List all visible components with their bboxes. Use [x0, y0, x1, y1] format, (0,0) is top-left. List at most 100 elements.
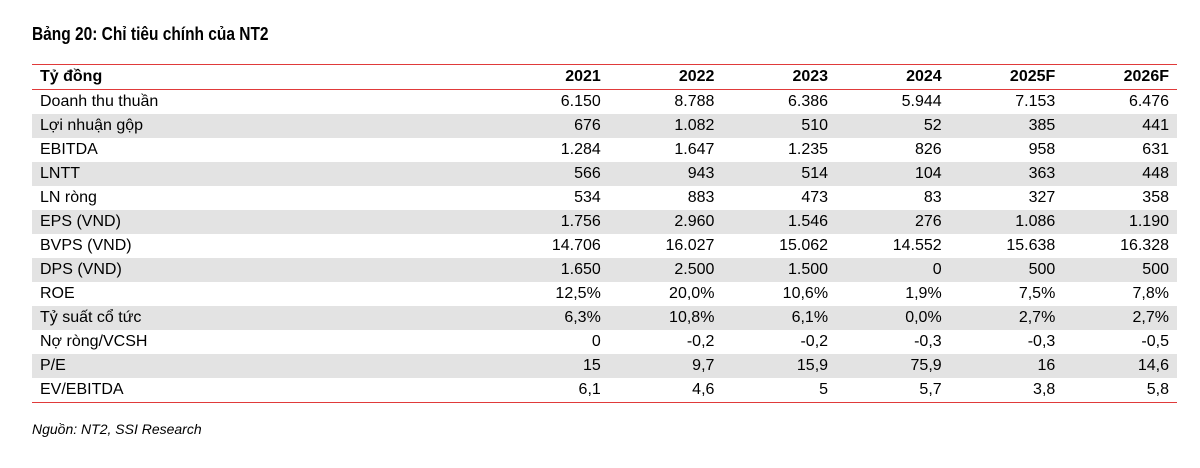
- table-cell: 16: [949, 354, 1064, 378]
- table-cell: 14.552: [892, 237, 942, 254]
- table-cell: 514: [722, 162, 837, 186]
- table-row: Tỷ suất cổ tức 6,3% 10,8% 6,1% 0,0% 2,7% 2,7%: [32, 306, 1177, 330]
- table-cell: 83: [923, 189, 942, 206]
- table-cell: 15,9: [722, 354, 837, 378]
- table-cell: 5.944: [901, 93, 942, 110]
- financial-indicators-table: Tỷ đồng 2021 2022 2023 2024 2025F 2026F …: [32, 64, 1177, 403]
- table-cell: 1,9%: [905, 285, 942, 302]
- table-cell: 510: [722, 114, 837, 138]
- table-row: Nợ ròng/VCSH 0 -0,2 -0,2 -0,3 -0,3 -0,5: [32, 330, 1177, 354]
- table-cell: -0,2: [686, 333, 715, 350]
- table-cell: 473: [801, 189, 829, 206]
- table-title: Bảng 20: Chỉ tiêu chính của NT2: [32, 24, 269, 44]
- table-cell: 3,8: [949, 378, 1064, 403]
- row-label: LNTT: [32, 162, 496, 186]
- table-header-row: Tỷ đồng 2021 2022 2023 2024 2025F 2026F: [32, 64, 1177, 90]
- table-cell: 16.328: [1120, 237, 1169, 254]
- table-cell: 5,7: [836, 378, 950, 403]
- table-cell: 15.638: [1006, 237, 1056, 254]
- table-row: DPS (VND) 1.650 2.500 1.500 0 500 500: [32, 258, 1177, 282]
- table-cell: 676: [495, 114, 609, 138]
- table-cell: 1.546: [722, 210, 837, 234]
- table-cell: 14.706: [551, 237, 601, 254]
- table-cell: -0,3: [1027, 333, 1056, 350]
- table-cell: 6.150: [560, 93, 601, 110]
- table-cell: -0,3: [914, 333, 942, 350]
- table-row: P/E 15 9,7 15,9 75,9 16 14,6: [32, 354, 1177, 378]
- table-cell: 448: [1063, 162, 1177, 186]
- row-label: Tỷ suất cổ tức: [32, 306, 496, 330]
- table-cell: 5: [722, 378, 837, 403]
- table-cell: 5,8: [1063, 378, 1177, 403]
- table-cell: 0: [591, 333, 601, 350]
- table-row: LNTT 566 943 514 104 363 448: [32, 162, 1177, 186]
- table-cell: 441: [1063, 114, 1177, 138]
- column-header-2025f: 2025F: [949, 64, 1064, 90]
- table-row: LN ròng 534 883 473 83 327 358: [32, 186, 1177, 210]
- column-header-2022: 2022: [608, 64, 723, 90]
- column-header-2026f: 2026F: [1063, 64, 1177, 90]
- table-cell: 883: [687, 189, 715, 206]
- source-note: Nguồn: NT2, SSI Research: [32, 421, 202, 437]
- table-cell: 958: [1028, 141, 1056, 158]
- table-row: EV/EBITDA 6,1 4,6 5 5,7 3,8 5,8: [32, 378, 1177, 403]
- table-cell: 1.082: [608, 114, 723, 138]
- row-label: Nợ ròng/VCSH: [40, 333, 148, 350]
- table-cell: 6,3%: [495, 306, 609, 330]
- table-cell: -0,5: [1141, 333, 1169, 350]
- table-row: Doanh thu thuần 6.150 8.788 6.386 5.944 7.153…: [32, 90, 1177, 115]
- table-cell: 9,7: [608, 354, 723, 378]
- row-label: Doanh thu thuần: [40, 93, 159, 110]
- table-cell: 363: [949, 162, 1064, 186]
- table-cell: 4,6: [608, 378, 723, 403]
- table-cell: 276: [836, 210, 950, 234]
- table-cell: 8.788: [674, 93, 715, 110]
- table-cell: -0,2: [800, 333, 829, 350]
- table-cell: 1.500: [722, 258, 837, 282]
- table-cell: 631: [1142, 141, 1169, 158]
- table-cell: 1.190: [1063, 210, 1177, 234]
- column-header-2023: 2023: [722, 64, 837, 90]
- table-cell: 2,7%: [949, 306, 1064, 330]
- table-cell: 385: [949, 114, 1064, 138]
- table-cell: 52: [836, 114, 950, 138]
- table-cell: 14,6: [1063, 354, 1177, 378]
- table-cell: 943: [608, 162, 723, 186]
- table-cell: 6.386: [788, 93, 829, 110]
- table-cell: 6,1%: [722, 306, 837, 330]
- table-cell: 327: [1028, 189, 1056, 206]
- table-cell: 0: [836, 258, 950, 282]
- table-row: EPS (VND) 1.756 2.960 1.546 276 1.086 1.190: [32, 210, 1177, 234]
- table-cell: 1.086: [949, 210, 1064, 234]
- table-cell: 15: [495, 354, 609, 378]
- table-row: Lợi nhuận gộp 676 1.082 510 52 385 441: [32, 114, 1177, 138]
- table-cell: 20,0%: [669, 285, 715, 302]
- row-label: LN ròng: [40, 189, 97, 206]
- table-cell: 16.027: [665, 237, 715, 254]
- table-cell: 7.153: [1015, 93, 1056, 110]
- table-row: ROE 12,5% 20,0% 10,6% 1,9% 7,5% 7,8%: [32, 282, 1177, 306]
- column-header-2021: 2021: [495, 64, 609, 90]
- row-label: EBITDA: [40, 141, 98, 158]
- table-cell: 10,8%: [608, 306, 723, 330]
- table-cell: 104: [836, 162, 950, 186]
- row-label: EV/EBITDA: [32, 378, 496, 403]
- table-cell: 2,7%: [1063, 306, 1177, 330]
- table-body: Doanh thu thuần 6.150 8.788 6.386 5.944 7.153…: [32, 90, 1177, 403]
- table-cell: 7,5%: [1018, 285, 1056, 302]
- table-cell: 1.756: [495, 210, 609, 234]
- table-row: EBITDA 1.284 1.647 1.235 826 958 631: [32, 138, 1177, 162]
- row-label: Lợi nhuận gộp: [32, 114, 496, 138]
- row-label: ROE: [40, 285, 75, 302]
- table-cell: 6,1: [495, 378, 609, 403]
- table-cell: 534: [574, 189, 601, 206]
- table-cell: 7,8%: [1132, 285, 1169, 302]
- row-label: EPS (VND): [32, 210, 496, 234]
- table-cell: 358: [1142, 189, 1169, 206]
- row-label: P/E: [32, 354, 496, 378]
- table-cell: 12,5%: [555, 285, 601, 302]
- table-cell: 2.500: [608, 258, 723, 282]
- table-cell: 500: [1063, 258, 1177, 282]
- column-header-unit: Tỷ đồng: [32, 64, 496, 90]
- table-cell: 15.062: [779, 237, 829, 254]
